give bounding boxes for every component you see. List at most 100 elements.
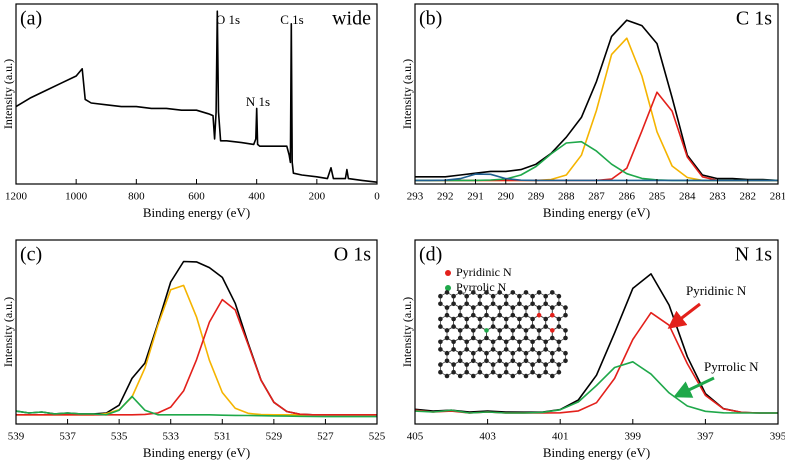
lattice-atom bbox=[517, 316, 522, 322]
lattice-atom bbox=[517, 339, 522, 345]
panel-title: wide bbox=[332, 8, 371, 30]
lattice-atom bbox=[451, 316, 456, 322]
lattice-atom bbox=[438, 293, 443, 299]
plot-frame bbox=[414, 239, 779, 425]
lattice-atom bbox=[556, 324, 562, 329]
x-tick-label: 285 bbox=[649, 191, 666, 203]
lattice-atom bbox=[550, 350, 555, 356]
lattice-atom bbox=[543, 347, 548, 352]
lattice-atom bbox=[451, 293, 456, 299]
lattice-atom bbox=[471, 335, 476, 341]
lattice-atom bbox=[556, 301, 562, 307]
curve bbox=[16, 298, 377, 416]
lattice-atom bbox=[530, 324, 535, 329]
lattice-atom bbox=[497, 358, 503, 364]
lattice-atom bbox=[490, 301, 496, 307]
lattice-atom bbox=[523, 373, 529, 379]
lattice-atom bbox=[484, 335, 489, 341]
lattice-atom bbox=[451, 347, 456, 352]
lattice-atom bbox=[477, 347, 483, 352]
plot-frame bbox=[15, 3, 378, 185]
lattice-atom bbox=[503, 316, 509, 322]
curve bbox=[415, 19, 779, 182]
lattice-atom bbox=[444, 358, 450, 364]
y-axis-label: Intensity (a.u.) bbox=[400, 297, 414, 367]
x-tick-label: 292 bbox=[437, 191, 454, 203]
lattice-atom bbox=[464, 324, 470, 329]
y-axis-label: Intensity (a.u.) bbox=[1, 59, 15, 129]
lattice-atom bbox=[471, 305, 476, 310]
lattice-atom bbox=[477, 293, 483, 299]
lattice-atom bbox=[536, 290, 542, 295]
x-tick-label: 535 bbox=[111, 431, 128, 443]
x-tick-label: 527 bbox=[317, 431, 334, 443]
x-tick-label: 290 bbox=[498, 191, 515, 203]
lattice-atom bbox=[517, 347, 522, 352]
arrow bbox=[667, 302, 701, 329]
curve bbox=[15, 10, 378, 183]
lattice-atom bbox=[503, 324, 509, 329]
lattice-atom bbox=[563, 312, 568, 318]
lattice-atom bbox=[471, 328, 476, 333]
lattice-atom bbox=[530, 293, 535, 299]
lattice-atom bbox=[556, 293, 562, 299]
lattice-atom bbox=[510, 373, 516, 379]
lattice-atom bbox=[543, 293, 548, 299]
panel-label: (a) bbox=[20, 8, 42, 30]
lattice-atom bbox=[477, 339, 483, 345]
x-tick-label: 286 bbox=[619, 191, 636, 203]
x-tick-label: 529 bbox=[266, 431, 283, 443]
x-tick-label: 399 bbox=[625, 431, 642, 443]
lattice-atom bbox=[517, 324, 522, 329]
x-tick-label: 1200 bbox=[5, 191, 28, 203]
lattice-atom bbox=[451, 324, 456, 329]
lattice-atom bbox=[444, 328, 450, 333]
lattice-atom bbox=[457, 305, 463, 310]
lattice-atom bbox=[457, 358, 463, 364]
curve bbox=[16, 284, 377, 416]
annotation: N 1s bbox=[246, 94, 270, 109]
x-axis-label: Binding energy (eV) bbox=[143, 445, 250, 460]
lattice-atom bbox=[550, 290, 555, 295]
lattice-atom bbox=[503, 301, 509, 307]
lattice-atom bbox=[484, 312, 489, 318]
lattice-atom bbox=[438, 362, 443, 367]
lattice-atom bbox=[510, 290, 516, 295]
x-tick-label: 291 bbox=[467, 191, 484, 203]
legend-label: Pyridinic N bbox=[456, 265, 512, 279]
lattice-atom bbox=[563, 350, 568, 356]
lattice-atom bbox=[477, 369, 483, 375]
lattice-atom bbox=[556, 362, 562, 367]
annotation: Pyridinic N bbox=[686, 283, 747, 298]
lattice-atom bbox=[444, 312, 450, 318]
lattice-atom bbox=[490, 347, 496, 352]
lattice-atom bbox=[438, 339, 443, 345]
lattice-atom bbox=[490, 316, 496, 322]
lattice-atom bbox=[497, 335, 503, 341]
lattice-atom bbox=[536, 358, 542, 364]
lattice-atom bbox=[464, 339, 470, 345]
x-tick-label: 539 bbox=[8, 431, 25, 443]
lattice-atom bbox=[563, 328, 568, 333]
curve bbox=[414, 361, 778, 414]
lattice-atom bbox=[550, 335, 555, 341]
x-tick-label: 401 bbox=[552, 431, 569, 443]
x-tick-label: 293 bbox=[407, 191, 424, 203]
lattice-atom bbox=[550, 312, 555, 318]
lattice-atom bbox=[530, 316, 535, 322]
x-tick-label: 283 bbox=[709, 191, 726, 203]
arrow bbox=[673, 376, 715, 398]
x-tick-label: 525 bbox=[369, 431, 386, 443]
curve bbox=[415, 37, 778, 182]
x-tick-label: 287 bbox=[588, 191, 605, 203]
lattice-atom bbox=[536, 312, 542, 318]
lattice-atom bbox=[517, 369, 522, 375]
x-tick-label: 800 bbox=[128, 191, 145, 203]
lattice-atom bbox=[471, 350, 476, 356]
lattice-atom bbox=[497, 350, 503, 356]
lattice-atom bbox=[543, 362, 548, 367]
lattice-atom bbox=[471, 312, 476, 318]
lattice-atom bbox=[530, 339, 535, 345]
lattice-atom bbox=[438, 316, 443, 322]
